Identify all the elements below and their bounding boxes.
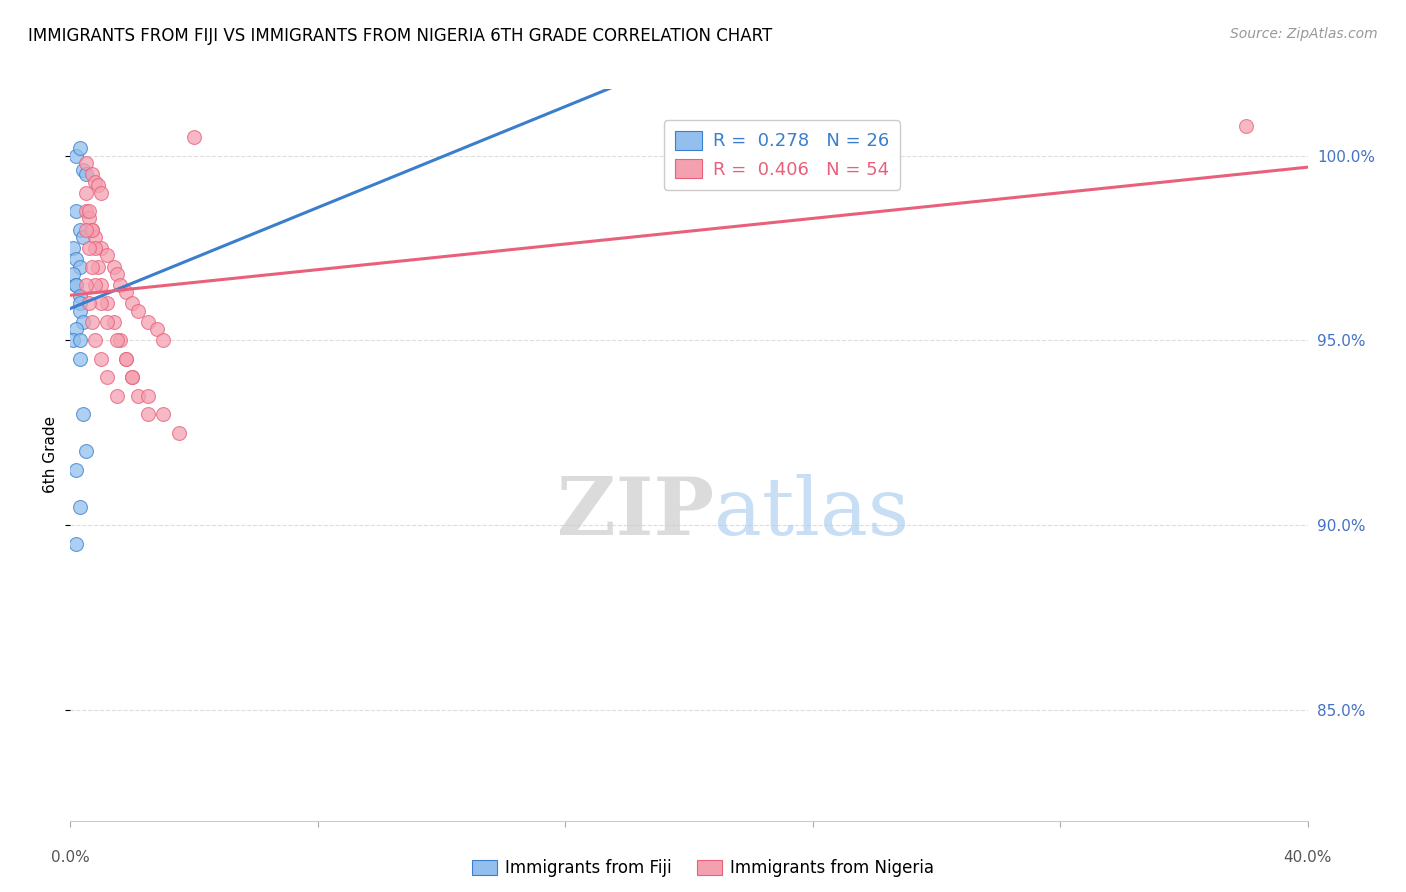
Legend: R =  0.278   N = 26, R =  0.406   N = 54: R = 0.278 N = 26, R = 0.406 N = 54	[664, 120, 900, 190]
Point	[87, 260, 110, 274]
Point	[65, 277, 87, 292]
Point	[127, 389, 149, 403]
Point	[115, 351, 138, 366]
Point	[121, 370, 143, 384]
Point	[127, 303, 149, 318]
Point	[84, 230, 107, 244]
Text: 0.0%: 0.0%	[51, 850, 90, 865]
Point	[77, 241, 100, 255]
Point	[75, 444, 97, 458]
Point	[75, 222, 97, 236]
Point	[62, 267, 84, 281]
Point	[183, 130, 205, 145]
Point	[65, 322, 87, 336]
Text: atlas: atlas	[714, 475, 908, 552]
Point	[62, 241, 84, 255]
Point	[69, 334, 91, 348]
Point	[136, 389, 159, 403]
Point	[80, 167, 103, 181]
Point	[108, 334, 131, 348]
Point	[90, 277, 112, 292]
Point	[80, 260, 103, 274]
Point	[136, 315, 159, 329]
Point	[90, 241, 112, 255]
Text: ZIP: ZIP	[557, 475, 714, 552]
Text: IMMIGRANTS FROM FIJI VS IMMIGRANTS FROM NIGERIA 6TH GRADE CORRELATION CHART: IMMIGRANTS FROM FIJI VS IMMIGRANTS FROM …	[28, 27, 772, 45]
Point	[77, 296, 100, 310]
Point	[152, 334, 174, 348]
Point	[90, 186, 112, 200]
Point	[87, 178, 110, 193]
Point	[121, 296, 143, 310]
Point	[62, 334, 84, 348]
Point	[80, 315, 103, 329]
Point	[72, 315, 94, 329]
Point	[65, 277, 87, 292]
Point	[105, 267, 128, 281]
Point	[80, 222, 103, 236]
Point	[84, 334, 107, 348]
Point	[105, 334, 128, 348]
Point	[75, 277, 97, 292]
Point	[167, 425, 190, 440]
Point	[146, 322, 169, 336]
Point	[75, 156, 97, 170]
Point	[69, 289, 91, 303]
Point	[115, 285, 138, 300]
Point	[108, 277, 131, 292]
Point	[69, 303, 91, 318]
Point	[96, 296, 118, 310]
Point	[65, 536, 87, 550]
Point	[69, 500, 91, 514]
Point	[90, 351, 112, 366]
Point	[72, 407, 94, 421]
Point	[115, 351, 138, 366]
Legend: Immigrants from Fiji, Immigrants from Nigeria: Immigrants from Fiji, Immigrants from Ni…	[465, 853, 941, 884]
Point	[75, 204, 97, 219]
Point	[69, 351, 91, 366]
Point	[84, 175, 107, 189]
Point	[80, 222, 103, 236]
Point	[65, 149, 87, 163]
Point	[69, 222, 91, 236]
Point	[69, 260, 91, 274]
Point	[69, 296, 91, 310]
Point	[77, 204, 100, 219]
Point	[84, 277, 107, 292]
Point	[121, 370, 143, 384]
Point	[105, 389, 128, 403]
Point	[75, 167, 97, 181]
Point	[103, 260, 125, 274]
Point	[65, 463, 87, 477]
Point	[152, 407, 174, 421]
Point	[77, 211, 100, 226]
Point	[103, 315, 125, 329]
Point	[136, 407, 159, 421]
Point	[72, 163, 94, 178]
Y-axis label: 6th Grade: 6th Grade	[44, 417, 59, 493]
Point	[65, 252, 87, 267]
Point	[90, 296, 112, 310]
Text: Source: ZipAtlas.com: Source: ZipAtlas.com	[1230, 27, 1378, 41]
Text: 40.0%: 40.0%	[1284, 850, 1331, 865]
Point	[96, 248, 118, 262]
Point	[96, 315, 118, 329]
Point	[84, 241, 107, 255]
Point	[96, 370, 118, 384]
Point	[1234, 119, 1257, 133]
Point	[65, 204, 87, 219]
Point	[72, 230, 94, 244]
Point	[69, 141, 91, 155]
Point	[75, 186, 97, 200]
